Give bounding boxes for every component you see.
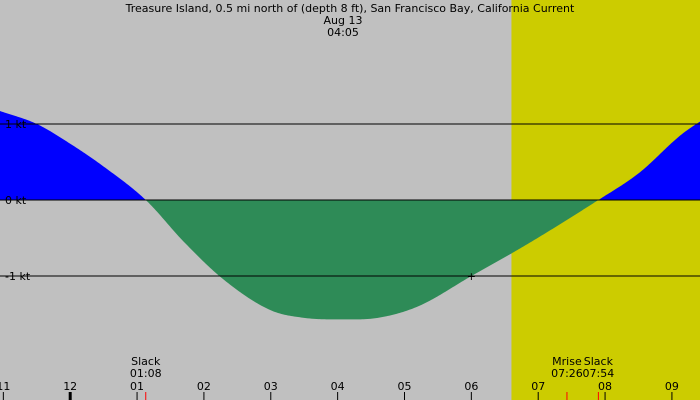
y-tick-labels: 1 kt 0 kt -1 kt — [5, 118, 31, 283]
x-axis: 1112010203040506070809101112010203040506… — [0, 380, 679, 400]
hour-tick-label: 06 — [464, 380, 478, 393]
marker-plus: + — [467, 270, 476, 283]
hour-tick-label: 01 — [130, 380, 144, 393]
event-label: Mrise — [552, 355, 582, 368]
hour-tick-label: 02 — [197, 380, 211, 393]
hour-tick-label: 04 — [331, 380, 345, 393]
hour-tick-label: 07 — [531, 380, 545, 393]
event-label: Slack — [131, 355, 161, 368]
flood-area — [0, 111, 700, 200]
event-date-label: Aug 13 — [323, 14, 362, 27]
grid-lines — [0, 123, 700, 277]
y-tick-label: 1 kt — [5, 118, 27, 131]
event-time: 07:54 — [583, 367, 615, 380]
y-tick-label: -1 kt — [5, 270, 31, 283]
y-tick-label: 0 kt — [5, 194, 27, 207]
event-time: 07:26 — [551, 367, 583, 380]
chart-title: Treasure Island, 0.5 mi north of (depth … — [125, 2, 575, 15]
hour-tick-label: 12 — [63, 380, 77, 393]
event-time: 01:08 — [130, 367, 162, 380]
hour-tick-label: 09 — [665, 380, 679, 393]
bottom-event-labels: Slack01:08Mrise07:26Slack07:54Slack14:38… — [130, 355, 615, 400]
ebb-area — [0, 200, 700, 320]
hour-tick-label: 03 — [264, 380, 278, 393]
event-label: Slack — [584, 355, 614, 368]
event-time-label: 04:05 — [327, 26, 359, 39]
current-areas — [0, 111, 700, 320]
hour-tick-label: 08 — [598, 380, 612, 393]
hour-tick-label: 11 — [0, 380, 10, 393]
hour-tick-label: 05 — [397, 380, 411, 393]
cursor-marker: + — [467, 270, 476, 283]
